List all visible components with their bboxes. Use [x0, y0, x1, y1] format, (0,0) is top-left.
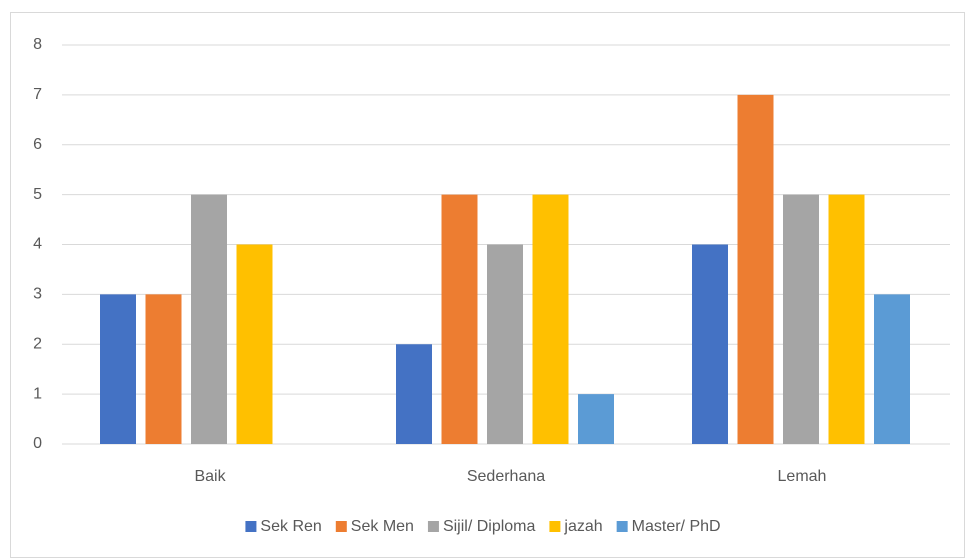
y-tick-label: 3 — [33, 286, 42, 303]
legend-swatch — [427, 521, 439, 532]
bar — [487, 244, 523, 444]
bar — [236, 244, 273, 444]
y-tick-label: 7 — [33, 86, 42, 103]
legend-swatch — [616, 521, 628, 532]
x-tick-label: Baik — [194, 468, 226, 485]
y-tick-label: 6 — [33, 136, 42, 153]
legend-label: Sijil/ Diploma — [443, 518, 536, 535]
bar — [191, 194, 227, 444]
bar — [692, 244, 728, 444]
legend-swatch — [549, 521, 561, 532]
legend-label: Master/ PhD — [632, 518, 721, 535]
bar — [737, 94, 774, 444]
y-tick-label: 4 — [33, 236, 42, 253]
legend-swatch — [335, 521, 347, 532]
bar — [396, 344, 432, 444]
bar — [828, 194, 865, 444]
bar — [874, 294, 910, 444]
bar — [145, 294, 182, 444]
legend-label: Sek Ren — [260, 518, 321, 535]
legend-label: Sek Men — [351, 518, 414, 535]
y-tick-label: 5 — [33, 186, 42, 203]
bar — [578, 394, 614, 444]
y-tick-label: 1 — [33, 385, 42, 402]
y-tick-label: 0 — [33, 435, 42, 452]
y-tick-label: 8 — [33, 36, 42, 53]
bar — [783, 194, 819, 444]
legend-swatch — [245, 521, 257, 532]
legend-label: jazah — [563, 518, 602, 535]
y-tick-label: 2 — [33, 335, 42, 352]
bar — [532, 194, 569, 444]
bar — [441, 194, 478, 444]
x-tick-label: Sederhana — [467, 468, 545, 485]
bar — [100, 294, 136, 444]
x-tick-label: Lemah — [778, 468, 827, 485]
